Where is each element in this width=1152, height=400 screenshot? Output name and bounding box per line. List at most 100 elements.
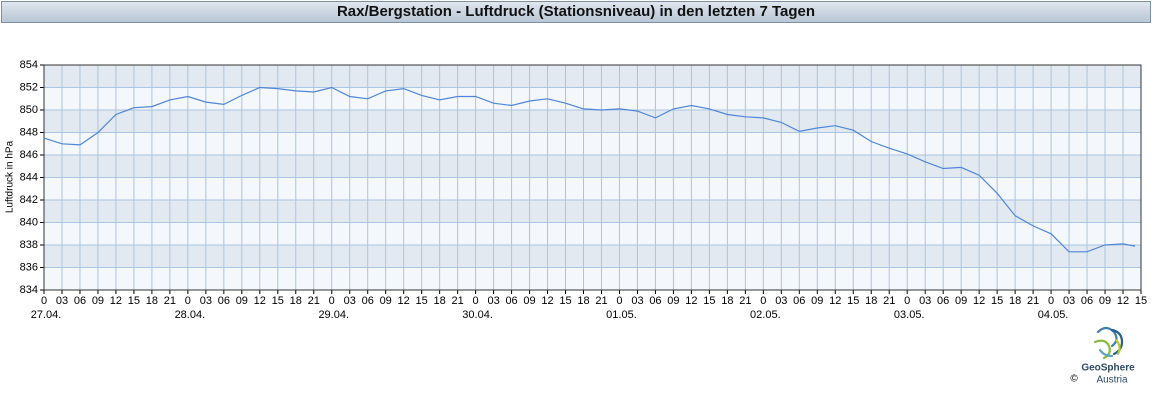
x-tick-label: 18: [146, 295, 158, 307]
x-tick-label: 03: [775, 295, 787, 307]
x-tick-label: 03: [631, 295, 643, 307]
band: [44, 65, 1141, 88]
band: [44, 222, 1141, 245]
x-tick-label: 12: [541, 295, 553, 307]
date-label: 01.05.: [606, 309, 637, 321]
x-tick-label: 09: [667, 295, 679, 307]
x-tick-label: 12: [398, 295, 410, 307]
logo-name: GeoSphere: [1081, 363, 1135, 374]
x-tick-label: 06: [505, 295, 517, 307]
x-tick-label: 21: [308, 295, 320, 307]
date-label: 02.05.: [750, 309, 781, 321]
x-tick-label: 21: [451, 295, 463, 307]
y-tick-label: 844: [20, 171, 38, 183]
x-tick-label: 06: [218, 295, 230, 307]
x-tick-label: 09: [92, 295, 104, 307]
x-tick-label: 12: [829, 295, 841, 307]
x-tick-label: 03: [487, 295, 499, 307]
date-label: 28.04.: [175, 309, 206, 321]
x-tick-label: 12: [1117, 295, 1129, 307]
x-tick-label: 18: [434, 295, 446, 307]
date-label: 30.04.: [462, 309, 493, 321]
x-tick-label: 03: [56, 295, 68, 307]
date-label: 29.04.: [318, 309, 349, 321]
x-tick-label: 21: [164, 295, 176, 307]
x-tick-label: 0: [185, 295, 191, 307]
x-tick-label: 12: [254, 295, 266, 307]
x-tick-label: 15: [559, 295, 571, 307]
x-tick-label: 18: [1009, 295, 1021, 307]
logo-icon: [1093, 326, 1124, 360]
y-tick-label: 834: [20, 284, 38, 296]
x-tick-label: 15: [703, 295, 715, 307]
y-tick-label: 852: [20, 81, 38, 93]
x-tick-label: 18: [865, 295, 877, 307]
x-tick-label: 15: [847, 295, 859, 307]
x-tick-label: 06: [649, 295, 661, 307]
x-tick-label: 15: [272, 295, 284, 307]
y-tick-label: 838: [20, 239, 38, 251]
band: [44, 87, 1141, 110]
y-tick-label: 850: [20, 104, 38, 116]
x-tick-label: 12: [973, 295, 985, 307]
y-tick-label: 848: [20, 126, 38, 138]
x-tick-label: 06: [793, 295, 805, 307]
x-tick-label: 03: [1063, 295, 1075, 307]
x-tick-label: 09: [1099, 295, 1111, 307]
date-label: 03.05.: [894, 309, 925, 321]
x-tick-label: 03: [919, 295, 931, 307]
logo-sub: Austria: [1096, 375, 1128, 386]
x-tick-label: 09: [380, 295, 392, 307]
x-tick-label: 0: [473, 295, 479, 307]
x-tick-label: 03: [200, 295, 212, 307]
date-label: 27.04.: [31, 309, 62, 321]
x-tick-label: 21: [883, 295, 895, 307]
x-tick-label: 15: [1135, 295, 1147, 307]
x-tick-label: 0: [329, 295, 335, 307]
x-tick-label: 09: [523, 295, 535, 307]
x-tick-label: 06: [1081, 295, 1093, 307]
x-tick-label: 15: [416, 295, 428, 307]
y-tick-label: 846: [20, 149, 38, 161]
copyright: ©: [1070, 374, 1078, 385]
band: [44, 110, 1141, 133]
date-label: 04.05.: [1038, 309, 1069, 321]
band: [44, 177, 1141, 200]
plot-frame: [43, 64, 1142, 291]
x-tick-label: 09: [955, 295, 967, 307]
x-tick-label: 12: [685, 295, 697, 307]
x-tick-label: 18: [290, 295, 302, 307]
y-axis-label: Luftdruck in hPa: [5, 140, 16, 213]
x-tick-label: 0: [41, 295, 47, 307]
x-tick-label: 21: [739, 295, 751, 307]
x-tick-label: 21: [1027, 295, 1039, 307]
x-tick-label: 21: [595, 295, 607, 307]
x-tick-label: 0: [904, 295, 910, 307]
chart-title: Rax/Bergstation - Luftdruck (Stationsniv…: [1, 1, 1151, 23]
data-line: [43, 86, 1136, 253]
x-tick-label: 0: [1048, 295, 1054, 307]
y-tick-label: 836: [20, 261, 38, 273]
x-tick-label: 06: [362, 295, 374, 307]
x-tick-label: 12: [110, 295, 122, 307]
x-tick-label: 06: [74, 295, 86, 307]
band: [44, 155, 1141, 178]
band: [44, 245, 1141, 268]
x-tick-label: 09: [236, 295, 248, 307]
x-tick-label: 0: [616, 295, 622, 307]
x-tick-label: 03: [344, 295, 356, 307]
x-tick-label: 15: [991, 295, 1003, 307]
x-tick-label: 18: [721, 295, 733, 307]
band: [44, 200, 1141, 223]
y-tick-label: 854: [20, 59, 38, 71]
band: [44, 132, 1141, 155]
y-tick-label: 840: [20, 216, 38, 228]
x-tick-label: 09: [811, 295, 823, 307]
band: [44, 267, 1141, 290]
x-tick-label: 06: [937, 295, 949, 307]
x-tick-label: 0: [760, 295, 766, 307]
x-tick-label: 18: [577, 295, 589, 307]
y-tick-label: 842: [20, 194, 38, 206]
